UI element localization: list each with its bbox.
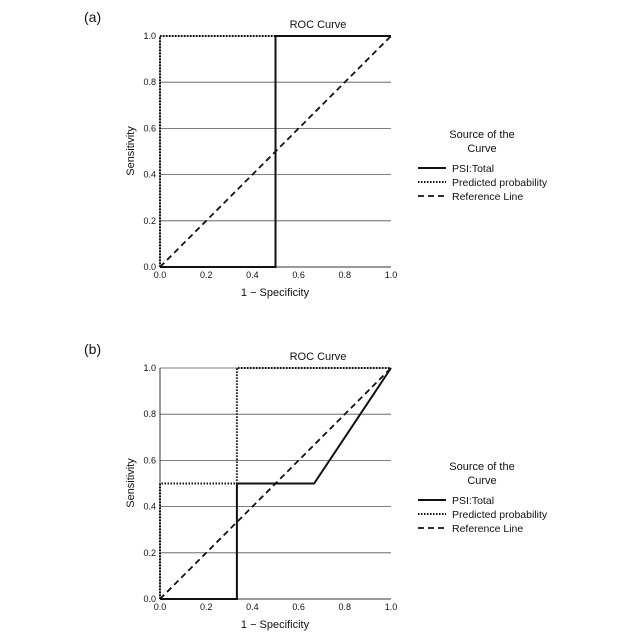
panel-a-label: (a)	[84, 9, 101, 25]
x-tick-label: 0.6	[292, 602, 305, 612]
y-tick-label: 0.2	[143, 548, 156, 558]
x-tick-label: 0.8	[339, 602, 352, 612]
x-tick-label: 0.8	[339, 270, 352, 280]
x-tick-label: 0.6	[292, 270, 305, 280]
legend-entry-label: PSI:Total	[452, 163, 494, 175]
legend-entry-label: Reference Line	[452, 523, 523, 535]
panel-a-xlabel: 1 − Specificity	[241, 287, 310, 299]
legend-b: Source of the Curve PSI:Total Predicted p…	[418, 461, 548, 535]
legend-entry-label: Reference Line	[452, 191, 523, 203]
y-tick-label: 0.6	[143, 123, 156, 133]
x-tick-label: 1.0	[385, 270, 398, 280]
legend-a-title-line1: Source of the	[449, 129, 514, 141]
legend-entry-label: Predicted probability	[452, 177, 548, 189]
y-tick-label: 0.8	[143, 409, 156, 419]
panel-a-ylabel: Sensitivity	[125, 126, 137, 176]
panel-a: (a) ROC Curve 1 − Specificity Sensitivit…	[84, 9, 397, 299]
x-tick-label: 0.2	[200, 270, 213, 280]
panel-b-ylabel: Sensitivity	[125, 458, 137, 508]
legend-b-title-line1: Source of the	[449, 461, 514, 473]
legend-a: Source of the Curve PSI:Total Predicted p…	[418, 129, 548, 203]
series-line-psi-total	[160, 36, 391, 267]
panel-b-xlabel: 1 − Specificity	[241, 619, 310, 631]
panel-b-title: ROC Curve	[290, 351, 347, 363]
panel-a-title: ROC Curve	[290, 19, 347, 31]
legend-a-title-line2: Curve	[467, 143, 496, 155]
y-tick-label: 1.0	[143, 31, 156, 41]
x-tick-label: 0.0	[154, 270, 167, 280]
y-tick-label: 0.2	[143, 216, 156, 226]
x-tick-label: 0.4	[246, 270, 259, 280]
y-tick-label: 1.0	[143, 363, 156, 373]
legend-b-title-line2: Curve	[467, 475, 496, 487]
y-tick-label: 0.8	[143, 77, 156, 87]
x-tick-label: 0.2	[200, 602, 213, 612]
y-tick-label: 0.4	[143, 170, 156, 180]
x-tick-label: 0.0	[154, 602, 167, 612]
y-tick-label: 0.4	[143, 502, 156, 512]
legend-entry-label: Predicted probability	[452, 509, 548, 521]
panel-b: (b) ROC Curve 1 − Specificity Sensitivit…	[84, 341, 397, 631]
panel-b-label: (b)	[84, 341, 101, 357]
y-tick-label: 0.6	[143, 455, 156, 465]
legend-entry-label: PSI:Total	[452, 495, 494, 507]
x-tick-label: 1.0	[385, 602, 398, 612]
x-tick-label: 0.4	[246, 602, 259, 612]
